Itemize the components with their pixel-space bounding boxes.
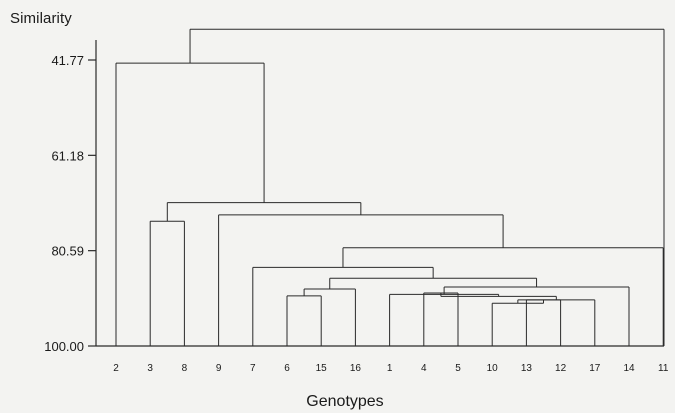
dendrogram-link: [389, 293, 500, 346]
dendrogram-link: [423, 292, 459, 346]
leaf-label: 3: [147, 363, 153, 374]
leaf-label: 9: [216, 363, 222, 374]
dendrogram-link: [166, 202, 362, 222]
leaf-label: 10: [487, 363, 499, 374]
leaf-label: 5: [455, 363, 461, 374]
leaf-label: 12: [555, 363, 567, 374]
x-axis-title: Genotypes: [306, 393, 384, 410]
dendrogram-link: [189, 28, 665, 346]
leaf-label: 17: [589, 363, 601, 374]
dendrogram-link: [252, 266, 434, 346]
dendrogram-link: [149, 220, 185, 346]
y-tick-label: 100.00: [44, 339, 84, 354]
leaf-label: 16: [350, 363, 362, 374]
y-tick-label: 80.59: [51, 244, 84, 259]
leaf-label: 14: [623, 363, 635, 374]
dendrogram-link: [525, 299, 562, 346]
y-tick-label: 41.77: [51, 53, 84, 68]
y-tick-label: 61.18: [51, 148, 84, 163]
leaf-label: 2: [113, 363, 119, 374]
leaf-label: 15: [316, 363, 328, 374]
dendrogram-link: [303, 288, 356, 346]
dendrogram-link: [517, 299, 596, 346]
dendrogram-link: [218, 214, 504, 346]
leaf-label: 4: [421, 363, 427, 374]
dendrogram-link: [286, 295, 322, 346]
dendrogram-link: [491, 299, 544, 346]
leaf-label: 7: [250, 363, 256, 374]
leaf-label: 1: [387, 363, 393, 374]
leaf-label: 13: [521, 363, 533, 374]
leaf-label: 6: [284, 363, 290, 374]
dendrogram-link: [115, 62, 265, 346]
leaf-label: 8: [182, 363, 188, 374]
leaf-label: 11: [658, 363, 669, 374]
y-axis-title: Similarity: [10, 10, 72, 27]
